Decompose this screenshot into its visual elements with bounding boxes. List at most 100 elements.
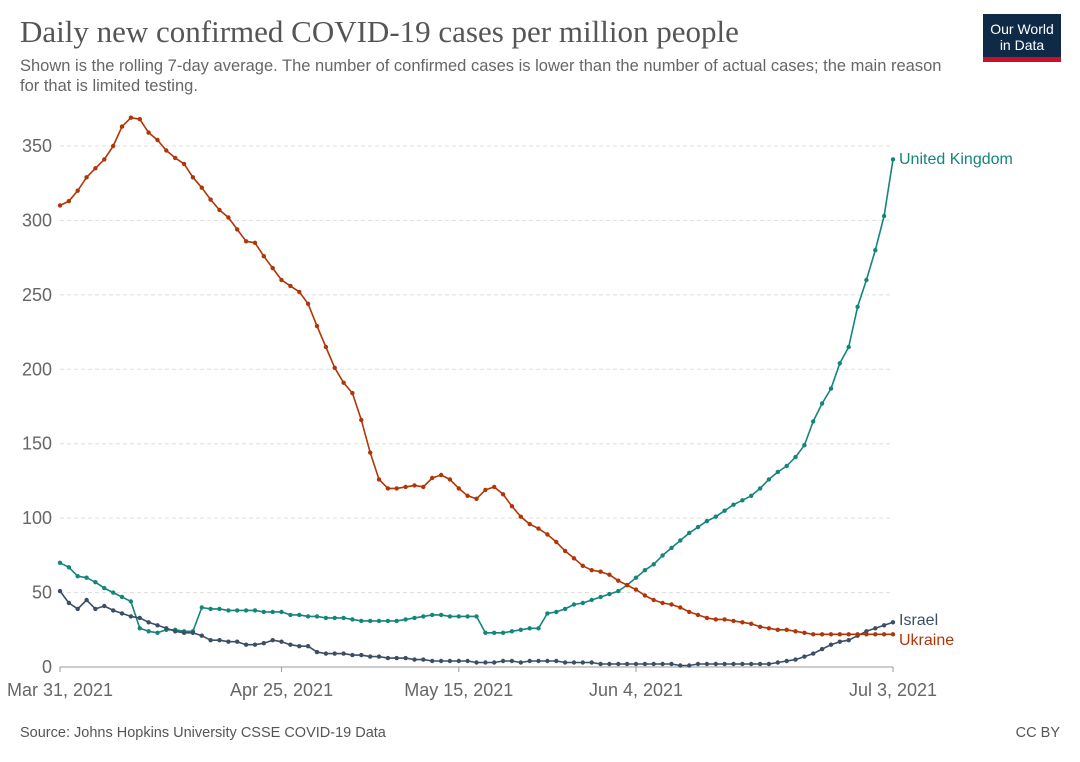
data-point-israel[interactable] [173, 629, 178, 634]
data-point-united-kingdom[interactable] [359, 618, 364, 624]
data-point-israel[interactable] [633, 661, 639, 667]
data-point-united-kingdom[interactable] [616, 588, 621, 594]
data-point-israel[interactable] [483, 660, 488, 665]
data-point-united-kingdom[interactable] [509, 629, 515, 634]
data-point-united-kingdom[interactable] [350, 617, 355, 622]
data-point-united-kingdom[interactable] [518, 627, 523, 632]
data-point-united-kingdom[interactable] [722, 508, 727, 513]
data-point-united-kingdom[interactable] [793, 454, 798, 460]
data-point-israel[interactable] [624, 661, 630, 667]
data-point-ukraine[interactable] [757, 624, 763, 629]
data-point-israel[interactable] [403, 655, 408, 661]
data-point-united-kingdom[interactable] [305, 614, 311, 619]
data-point-ukraine[interactable] [119, 124, 125, 129]
data-point-united-kingdom[interactable] [749, 493, 754, 498]
data-point-ukraine[interactable] [456, 486, 461, 491]
data-point-israel[interactable] [642, 661, 648, 667]
data-point-united-kingdom[interactable] [828, 386, 834, 391]
data-point-ukraine[interactable] [350, 390, 355, 396]
data-point-united-kingdom[interactable] [864, 277, 869, 283]
owid-logo[interactable]: Our World in Data [983, 14, 1061, 62]
data-point-united-kingdom[interactable] [881, 213, 887, 219]
data-point-united-kingdom[interactable] [713, 514, 718, 519]
data-point-united-kingdom[interactable] [704, 518, 710, 524]
data-point-israel[interactable] [288, 642, 293, 647]
data-point-ukraine[interactable] [208, 197, 213, 202]
data-point-united-kingdom[interactable] [784, 463, 789, 469]
data-point-israel[interactable] [314, 649, 320, 655]
data-point-united-kingdom[interactable] [119, 594, 125, 600]
data-point-israel[interactable] [421, 657, 426, 662]
data-point-united-kingdom[interactable] [243, 608, 249, 613]
data-point-ukraine[interactable] [890, 632, 896, 637]
data-point-united-kingdom[interactable] [740, 498, 745, 503]
data-point-united-kingdom[interactable] [456, 614, 461, 619]
data-point-ukraine[interactable] [190, 175, 196, 180]
data-point-ukraine[interactable] [421, 484, 426, 490]
data-point-united-kingdom[interactable] [474, 614, 479, 619]
data-point-ukraine[interactable] [518, 514, 523, 519]
data-point-ukraine[interactable] [607, 572, 612, 577]
data-point-ukraine[interactable] [235, 227, 240, 232]
data-point-ukraine[interactable] [297, 289, 302, 295]
data-point-israel[interactable] [164, 626, 169, 631]
data-point-israel[interactable] [616, 661, 621, 667]
data-point-israel[interactable] [376, 654, 382, 659]
data-point-united-kingdom[interactable] [580, 600, 585, 606]
data-point-israel[interactable] [793, 657, 798, 662]
data-point-israel[interactable] [57, 588, 63, 594]
data-point-israel[interactable] [394, 655, 399, 661]
data-point-israel[interactable] [775, 660, 780, 665]
data-point-israel[interactable] [438, 658, 444, 664]
data-point-united-kingdom[interactable] [252, 608, 258, 613]
data-point-israel[interactable] [243, 642, 249, 647]
data-point-united-kingdom[interactable] [651, 562, 656, 567]
data-point-ukraine[interactable] [837, 632, 842, 637]
data-point-united-kingdom[interactable] [642, 568, 648, 573]
data-point-ukraine[interactable] [474, 496, 479, 501]
data-point-ukraine[interactable] [217, 207, 222, 213]
data-point-israel[interactable] [323, 651, 329, 656]
license-link[interactable]: CC BY [1015, 725, 1060, 741]
data-point-united-kingdom[interactable] [483, 630, 488, 635]
data-point-israel[interactable] [190, 630, 196, 635]
data-point-ukraine[interactable] [323, 344, 329, 350]
data-point-ukraine[interactable] [128, 115, 134, 120]
data-point-israel[interactable] [297, 644, 302, 649]
data-point-united-kingdom[interactable] [500, 630, 506, 635]
data-point-united-kingdom[interactable] [731, 502, 736, 507]
data-point-israel[interactable] [332, 651, 337, 656]
data-point-israel[interactable] [713, 661, 718, 667]
data-point-ukraine[interactable] [155, 137, 160, 143]
data-point-israel[interactable] [226, 639, 231, 644]
data-point-israel[interactable] [111, 608, 116, 613]
data-point-israel[interactable] [75, 606, 80, 612]
data-point-israel[interactable] [669, 661, 674, 667]
data-point-israel[interactable] [492, 660, 497, 665]
data-point-united-kingdom[interactable] [465, 614, 470, 619]
data-point-united-kingdom[interactable] [297, 612, 302, 618]
data-point-israel[interactable] [500, 658, 506, 664]
data-point-united-kingdom[interactable] [314, 614, 320, 619]
data-point-ukraine[interactable] [137, 117, 142, 122]
data-point-ukraine[interactable] [465, 493, 470, 498]
data-point-ukraine[interactable] [252, 240, 258, 245]
data-point-israel[interactable] [350, 652, 355, 658]
data-point-ukraine[interactable] [226, 215, 231, 220]
data-point-ukraine[interactable] [536, 526, 541, 531]
data-point-ukraine[interactable] [722, 617, 727, 622]
data-point-ukraine[interactable] [412, 483, 417, 488]
data-point-united-kingdom[interactable] [66, 565, 72, 570]
data-point-israel[interactable] [704, 661, 710, 667]
data-point-united-kingdom[interactable] [217, 606, 222, 612]
data-point-united-kingdom[interactable] [589, 597, 594, 603]
data-point-israel[interactable] [474, 660, 479, 665]
data-point-united-kingdom[interactable] [846, 344, 851, 350]
data-point-israel[interactable] [518, 660, 523, 665]
data-point-ukraine[interactable] [394, 486, 399, 491]
series-label-israel[interactable]: Israel [899, 612, 938, 629]
data-point-united-kingdom[interactable] [430, 612, 435, 618]
data-point-israel[interactable] [93, 606, 98, 612]
data-point-united-kingdom[interactable] [270, 609, 275, 615]
data-point-ukraine[interactable] [261, 254, 266, 259]
